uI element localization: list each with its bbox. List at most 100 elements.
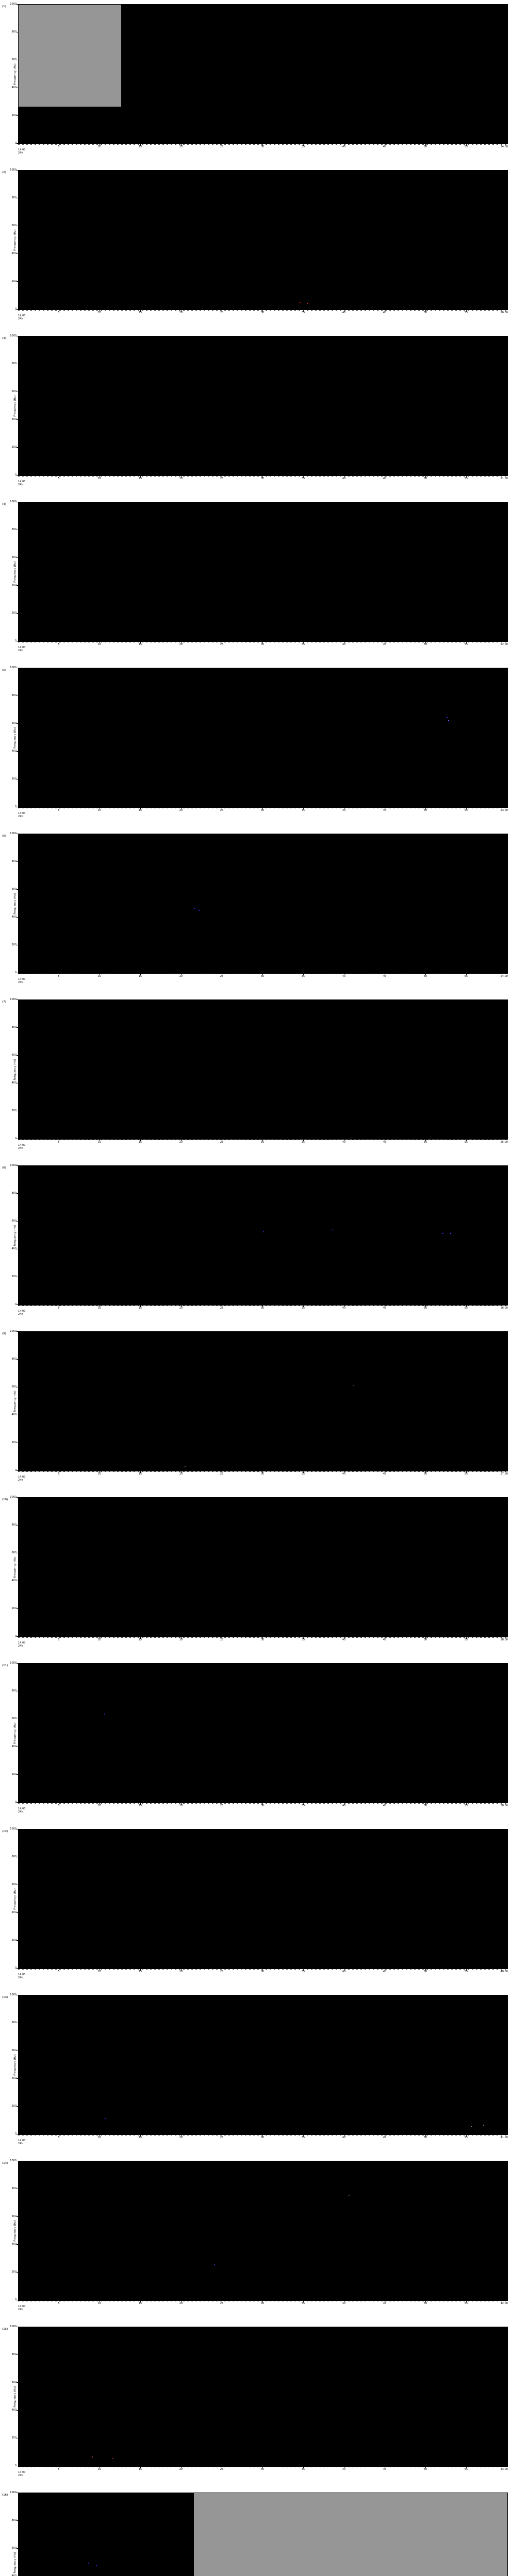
x-tick-mark (262, 1803, 263, 1805)
x-tick-label: 40 (342, 2302, 346, 2305)
x-tick-label: 35 (301, 477, 305, 480)
end-time-label: 26:00 (500, 1307, 508, 1310)
panel-index-label: (8) (2, 1166, 6, 1170)
x-tick-label: 20 (179, 2302, 183, 2305)
y-tick-label: 800 (11, 30, 16, 33)
x-tick-label: 40 (342, 643, 346, 646)
x-tick-label: 35 (301, 2302, 305, 2305)
x-tick-label: 50 (423, 975, 427, 978)
y-tick-mark (16, 419, 18, 420)
start-time-label: 14:00 24h (18, 2305, 26, 2311)
start-time-label: 14:00 24h (18, 1641, 26, 1648)
x-tick-label: 35 (301, 1307, 305, 1310)
x-tick-mark (466, 1803, 467, 1805)
signal-speck (185, 1466, 186, 1467)
y-tick-label: 600 (11, 2381, 16, 2384)
x-tick-mark (466, 1637, 467, 1639)
plot-area-wrap: 0 200 400 600 800 1000 5 10 15 20 25 30 35 40 45 50 55 Fr… (10, 1164, 508, 1316)
signal-speck (214, 2264, 216, 2265)
saturated-region (193, 2493, 507, 2576)
x-tick-mark (262, 2467, 263, 2468)
x-tick-mark (140, 2135, 141, 2137)
y-tick-label: 1000 (10, 168, 16, 172)
x-tick-mark (181, 1471, 182, 1473)
x-tick-label: 20 (179, 1141, 183, 1144)
y-tick-label: 0 (14, 805, 16, 808)
y-axis-label: Frequency (Hz) (13, 1059, 17, 1080)
y-tick-label: 1000 (10, 2491, 16, 2494)
x-tick-mark (425, 2135, 426, 2137)
x-tick-label: 50 (423, 643, 427, 646)
y-axis-label: Frequency (Hz) (13, 2552, 17, 2573)
x-tick-label: 30 (260, 1307, 265, 1310)
end-time-label: 21:00 (500, 477, 508, 480)
y-tick-mark (16, 1027, 18, 1028)
x-tick-mark (140, 1471, 141, 1473)
y-tick-label: 800 (11, 1026, 16, 1029)
y-tick-label: 1000 (10, 500, 16, 503)
x-tick-label: 55 (464, 311, 468, 314)
panel-index-label: (15) (2, 2328, 8, 2331)
y-tick-mark (16, 309, 18, 310)
x-tick-label: 45 (383, 2302, 387, 2305)
plot-area-wrap: 0 200 400 600 800 1000 5 10 15 20 25 30 35 40 45 50 55 Fr… (10, 500, 508, 652)
x-tick-label: 10 (97, 477, 102, 480)
x-tick-label: 25 (220, 1970, 224, 1973)
x-tick-mark (425, 1637, 426, 1639)
plot-area-wrap: 0 200 400 600 800 1000 5 10 15 20 25 30 35 40 45 50 55 Fr… (10, 2159, 508, 2311)
x-tick-label: 15 (138, 809, 142, 812)
y-tick-label: 800 (11, 528, 16, 531)
y-tick-label: 200 (11, 1939, 16, 1942)
y-tick-mark (16, 475, 18, 476)
start-time-label: 14:00 24h (18, 1310, 26, 1316)
start-time-label: 14:00 24h (18, 1807, 26, 1814)
x-tick-mark (140, 808, 141, 809)
signal-speck (88, 2563, 89, 2564)
x-tick-mark (425, 1306, 426, 1307)
x-tick-mark (181, 144, 182, 146)
y-tick-label: 0 (14, 142, 16, 145)
x-tick-label: 45 (383, 1804, 387, 1807)
y-tick-mark (16, 861, 18, 862)
x-tick-label: 25 (220, 2468, 224, 2471)
x-tick-mark (181, 1969, 182, 1971)
x-tick-mark (425, 1140, 426, 1141)
x-tick-label: 55 (464, 1307, 468, 1310)
y-axis-label: Frequency (Hz) (13, 561, 17, 583)
x-tick-label: 45 (383, 2468, 387, 2471)
panel-index-label: (7) (2, 1001, 6, 1004)
x-tick-mark (140, 476, 141, 478)
signal-speck (450, 1232, 452, 1234)
x-tick-mark (303, 1803, 304, 1805)
panel-separator (18, 310, 508, 311)
x-tick-label: 25 (220, 2136, 224, 2139)
y-tick-label: 200 (11, 943, 16, 946)
x-tick-label: 15 (138, 1472, 142, 1476)
x-tick-mark (140, 1306, 141, 1307)
start-time-label: 14:00 24h (18, 646, 26, 652)
signal-speck (352, 1384, 354, 1386)
x-tick-mark (303, 2135, 304, 2137)
x-tick-label: 55 (464, 2468, 468, 2471)
x-tick-label: 35 (301, 1804, 305, 1807)
x-tick-label: 10 (97, 1141, 102, 1144)
x-tick-label: 15 (138, 2136, 142, 2139)
x-tick-mark (303, 974, 304, 975)
y-tick-mark (16, 1802, 18, 1803)
y-tick-label: 0 (14, 639, 16, 642)
y-tick-label: 0 (14, 1137, 16, 1140)
y-tick-label: 0 (14, 1303, 16, 1306)
y-tick-label: 600 (11, 1385, 16, 1388)
x-tick-label: 50 (423, 1970, 427, 1973)
y-tick-mark (16, 917, 18, 918)
x-tick-label: 10 (97, 2136, 102, 2139)
plot-area-wrap: 0 200 400 600 800 1000 5 10 15 20 25 30 35 40 45 50 55 Fr… (10, 1827, 508, 1979)
x-tick-label: 55 (464, 1638, 468, 1641)
x-tick-label: 45 (383, 643, 387, 646)
spectrogram-image (18, 1829, 508, 1969)
saturated-region (19, 5, 122, 107)
y-tick-label: 600 (11, 722, 16, 725)
x-tick-label: 20 (179, 809, 183, 812)
x-tick-mark (466, 2467, 467, 2468)
